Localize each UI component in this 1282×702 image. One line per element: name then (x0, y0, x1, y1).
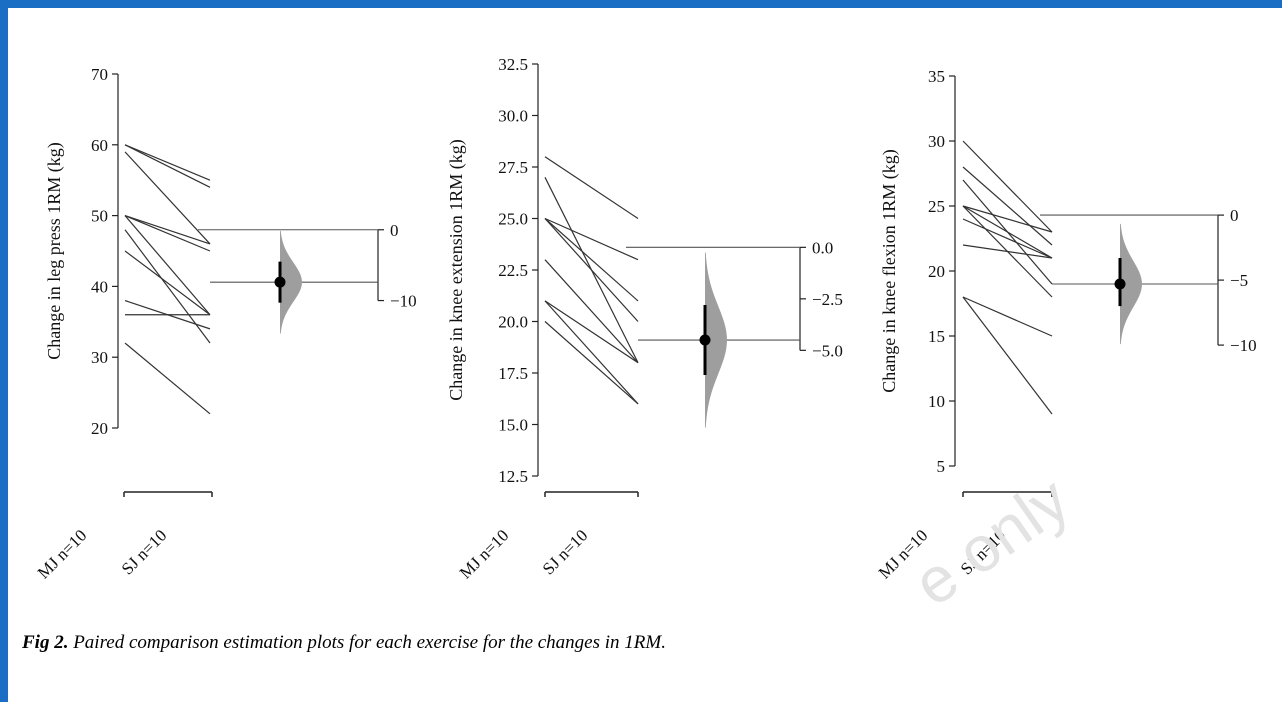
y-tick-label: 15.0 (498, 416, 528, 435)
mean-difference-point (274, 276, 286, 288)
paired-line (962, 296, 1053, 337)
paired-line (124, 215, 211, 316)
paired-line (544, 156, 639, 219)
paired-line (124, 151, 211, 245)
bootstrap-halfviolin (1120, 223, 1142, 345)
paired-line (962, 218, 1053, 259)
y-tick-label: 20 (91, 419, 108, 438)
y-tick-label: 20.0 (498, 313, 528, 332)
y-tick-label: 30 (928, 132, 945, 151)
delta-tick-label: 0.0 (812, 238, 833, 257)
paired-line (124, 215, 211, 252)
y-axis-title: Change in knee flexion 1RM (kg) (879, 149, 900, 392)
bootstrap-halfviolin (280, 230, 302, 334)
delta-tick-label: −5 (1230, 271, 1248, 290)
caption-text: Paired comparison estimation plots for e… (68, 632, 666, 653)
paired-line (544, 218, 639, 302)
y-tick-label: 32.5 (498, 55, 528, 74)
paired-line (962, 140, 1053, 233)
paired-line (544, 321, 639, 405)
paired-line (544, 259, 639, 364)
paired-line (962, 166, 1053, 246)
paired-line (124, 144, 211, 188)
paired-line (544, 300, 639, 364)
y-tick-label: 22.5 (498, 261, 528, 280)
paired-line (544, 218, 639, 322)
chart-1: 20 30 40 50 60 70 Change in leg press 1RM (kg)… (34, 65, 417, 582)
paired-line (124, 215, 211, 245)
y-tick-label: 40 (91, 277, 108, 296)
delta-tick-label: 0 (390, 221, 399, 240)
y-tick-label: 25.0 (498, 210, 528, 229)
y-tick-label: 27.5 (498, 158, 528, 177)
paired-line (962, 205, 1053, 233)
paired-line (124, 229, 211, 344)
chart-3: 5 10 15 20 25 30 35 Change in knee flexion 1RM … (875, 67, 1257, 582)
y-axis-title: Change in leg press 1RM (kg) (44, 142, 65, 359)
y-tick-label: 35 (928, 67, 945, 86)
caption-prefix: Fig 2. (22, 632, 69, 653)
chart-2: 12.5 15.0 17.5 20.0 22.5 25.0 27.5 30.0 32.5 Chan… (446, 55, 843, 582)
y-tick-label: 10 (928, 392, 945, 411)
group-label-sj: SJ n=10 (957, 526, 1010, 579)
y-tick-label: 15 (928, 327, 945, 346)
group-label-mj: MJ n=10 (875, 526, 932, 583)
y-tick-label: 30 (91, 348, 108, 367)
y-tick-label: 50 (91, 207, 108, 226)
group-label-sj: SJ n=10 (118, 526, 171, 579)
figure-caption: Fig 2. Paired comparison estimation plot… (22, 632, 666, 654)
y-tick-label: 25 (928, 197, 945, 216)
delta-tick-label: −2.5 (812, 290, 843, 309)
paired-line (544, 300, 639, 405)
paired-line (124, 342, 211, 415)
delta-tick-label: −5.0 (812, 341, 843, 360)
group-label-sj: SJ n=10 (539, 526, 592, 579)
y-tick-label: 60 (91, 136, 108, 155)
y-tick-label: 5 (937, 457, 946, 476)
y-tick-label: 20 (928, 262, 945, 281)
delta-tick-label: 0 (1230, 206, 1239, 225)
y-tick-label: 30.0 (498, 107, 528, 126)
paired-line (544, 217, 639, 261)
paired-line (124, 250, 211, 316)
y-axis-title: Change in knee extension 1RM (kg) (446, 139, 467, 400)
mean-difference-point (1114, 278, 1126, 290)
delta-tick-label: −10 (1230, 336, 1257, 355)
group-label-mj: MJ n=10 (456, 526, 513, 583)
paired-line (962, 296, 1053, 415)
group-label-mj: MJ n=10 (34, 526, 91, 583)
y-tick-label: 12.5 (498, 467, 528, 486)
y-tick-label: 17.5 (498, 364, 528, 383)
paired-line (962, 205, 1053, 259)
delta-tick-label: −10 (390, 292, 417, 311)
bootstrap-halfviolin (705, 252, 727, 428)
mean-difference-point (699, 334, 711, 346)
paired-line (962, 244, 1053, 259)
y-tick-label: 70 (91, 65, 108, 84)
paired-line (124, 144, 211, 181)
